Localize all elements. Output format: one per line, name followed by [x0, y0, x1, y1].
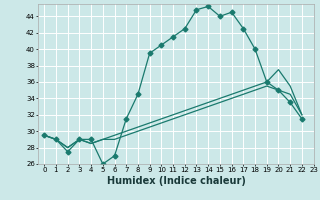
X-axis label: Humidex (Indice chaleur): Humidex (Indice chaleur) — [107, 176, 245, 186]
